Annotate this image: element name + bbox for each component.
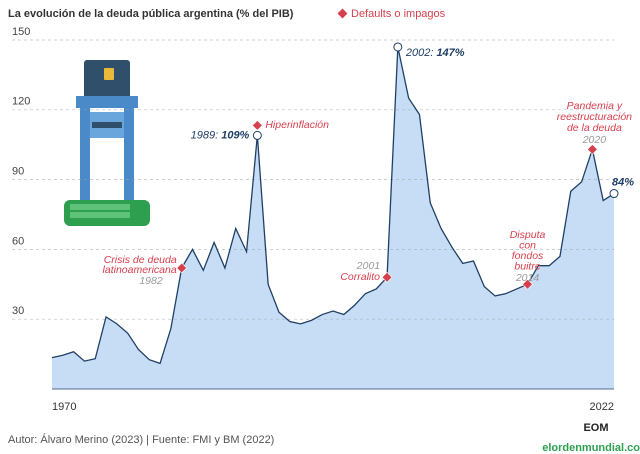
default-year: 2020: [582, 134, 607, 146]
logo-site: elordenmundial.com: [542, 442, 640, 454]
peak-label: 2002: 147%: [405, 47, 465, 59]
line: [51, 46, 615, 365]
default-marker: [381, 271, 393, 283]
y-tick-label: 30: [12, 305, 24, 317]
default-year: 1982: [139, 275, 163, 287]
default-marker: [587, 143, 598, 155]
default-year: 2014: [515, 272, 540, 284]
peak-label: 1989: 109%: [191, 129, 250, 141]
peak-year: 1989:: [191, 129, 219, 141]
value-label: 84%: [612, 176, 634, 188]
y-tick-label: 60: [12, 235, 24, 247]
value-label: 147%: [436, 47, 464, 59]
area: [52, 46, 614, 389]
x-tick-label: 1970: [52, 401, 76, 413]
peak-marker: [609, 189, 619, 199]
y-tick-label: 90: [12, 166, 24, 178]
peak-label: 84%: [612, 176, 634, 188]
default-label: reestructuración: [557, 111, 632, 123]
default-label: Disputa: [510, 229, 546, 241]
default-label: Pandemia y: [567, 100, 623, 112]
default-year: 2001: [356, 260, 380, 272]
legend-label: Defaults o impagos: [351, 8, 446, 20]
logo-mark: EOM: [583, 422, 608, 434]
default-label: fondos: [512, 250, 544, 262]
default-label: con: [519, 240, 536, 252]
default-label: latinoamericana: [103, 264, 177, 276]
default-marker: [176, 262, 188, 274]
default-marker: [251, 120, 263, 131]
peak-year: 2002:: [405, 47, 434, 59]
chart-title: La evolución de la deuda pública argenti…: [8, 8, 294, 20]
default-label: Crisis de deuda: [104, 254, 177, 266]
default-label: Corralito: [340, 271, 380, 283]
default-marker: [522, 278, 533, 290]
y-tick-label: 120: [12, 96, 30, 108]
default-label: de la deuda: [567, 122, 622, 134]
default-label: buitre: [514, 261, 540, 273]
y-tick-label: 150: [12, 26, 30, 38]
value-label: 109%: [221, 129, 249, 141]
default-label: Hiperinflación: [265, 119, 329, 131]
x-tick-label: 2022: [590, 401, 614, 413]
source: Autor: Álvaro Merino (2023) | Fuente: FM…: [8, 433, 274, 446]
peak-marker: [393, 42, 403, 52]
illustration: [64, 60, 150, 226]
peak-marker: [252, 130, 262, 140]
